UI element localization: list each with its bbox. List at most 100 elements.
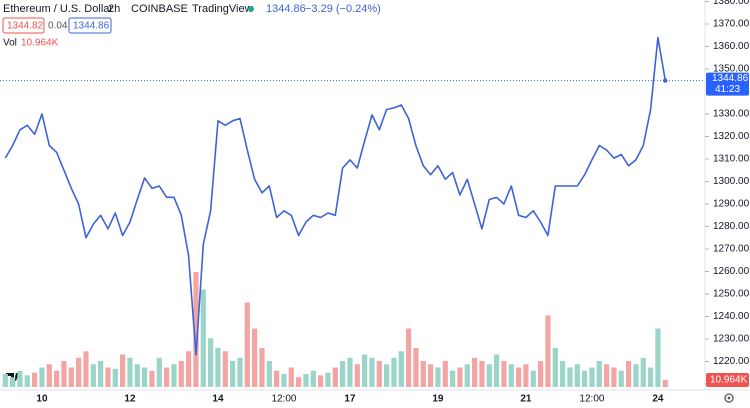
volume-bar	[98, 361, 104, 387]
y-tick-label: 1360.00	[713, 41, 750, 52]
volume-bar	[252, 328, 258, 387]
volume-bar	[288, 367, 294, 387]
volume-bar	[398, 351, 404, 387]
y-tick-label: 1370.00	[713, 19, 750, 30]
y-tick-label: 1380.00	[713, 0, 750, 7]
y-tick-label: 1320.00	[713, 131, 750, 142]
volume-bar	[420, 361, 426, 387]
volume-bar	[406, 328, 412, 387]
volume-bar	[10, 377, 16, 387]
volume-bar	[479, 361, 485, 387]
volume-bar	[120, 354, 126, 387]
x-tick-label: 14	[212, 394, 224, 405]
volume-bar	[266, 361, 272, 387]
y-tick-label: 1300.00	[713, 176, 750, 187]
ask-price[interactable]: 1344.86	[73, 21, 110, 32]
volume-bar	[662, 379, 668, 387]
volume-bar	[486, 364, 492, 387]
volume-bar	[24, 375, 30, 387]
volume-bar	[560, 361, 566, 387]
volume-bar	[325, 372, 331, 387]
volume-bar	[237, 357, 243, 387]
volume-bar	[545, 315, 551, 387]
volume-name: Vol	[3, 38, 17, 49]
interval: 2h	[108, 3, 120, 15]
volume-bar	[244, 302, 250, 387]
volume-bar	[178, 361, 184, 387]
volume-bar	[369, 357, 375, 387]
volume-bar	[442, 361, 448, 387]
volume-bar	[303, 374, 309, 387]
y-tick-label: 1330.00	[713, 109, 750, 120]
volume-bar	[127, 357, 133, 387]
volume-bar	[611, 367, 617, 387]
volume-bar	[259, 348, 265, 387]
volume-bar	[112, 368, 118, 387]
volume-bar	[516, 367, 522, 387]
y-tick-label: 1230.00	[713, 334, 750, 345]
volume-bar	[362, 354, 368, 387]
volume-bar	[340, 361, 346, 387]
x-tick-label: 12	[124, 394, 136, 405]
volume-tag-value: 10.964K	[710, 375, 748, 386]
volume-bar	[200, 289, 206, 387]
bid-price[interactable]: 1344.82	[7, 21, 44, 32]
x-tick-label: 17	[344, 394, 356, 405]
volume-bar	[281, 374, 287, 387]
volume-bar	[39, 367, 45, 387]
ask-box[interactable]	[68, 17, 112, 34]
market-status	[248, 6, 254, 12]
symbol-title: Ethereum / U.S. Dollar	[3, 3, 113, 15]
volume-bar	[574, 364, 580, 387]
y-tick-label: 1280.00	[713, 221, 750, 232]
y-tick-label: 1220.00	[713, 356, 750, 367]
volume-bar	[215, 348, 221, 387]
y-tick-label: 1310.00	[713, 154, 750, 165]
volume-bar	[450, 370, 456, 387]
volume-bar	[2, 374, 8, 387]
x-tick-label: 12:00	[271, 394, 296, 405]
volume-bar	[457, 367, 463, 387]
volume-bar	[596, 361, 602, 387]
volume-bar	[618, 370, 624, 387]
volume-bar	[428, 364, 434, 387]
volume-bar	[164, 367, 170, 387]
volume-bar	[68, 367, 74, 387]
volume-bar	[391, 357, 397, 387]
y-tick-label: 1260.00	[713, 266, 750, 277]
volume-bar	[332, 367, 338, 387]
exchange: COINBASE	[131, 3, 188, 15]
volume-bar	[193, 271, 199, 387]
price-line	[4, 36, 667, 356]
volume-bar	[435, 367, 441, 387]
tv-logo	[6, 373, 19, 381]
volume-bar	[604, 364, 610, 387]
volume-bar	[347, 357, 353, 387]
volume-bar	[552, 348, 558, 387]
x-tick-label: 19	[432, 394, 444, 405]
price-tag	[706, 72, 749, 96]
volume-bar	[648, 367, 654, 387]
volume-bar	[76, 357, 82, 387]
volume-bar	[61, 361, 67, 387]
last-price-dot	[663, 78, 668, 83]
settings-icon[interactable]	[724, 393, 734, 403]
volume-bar	[46, 364, 52, 387]
x-tick-label: 12:00	[579, 394, 604, 405]
volume-bar	[508, 364, 514, 387]
volume-bar	[142, 367, 148, 387]
volume-bar	[501, 361, 507, 387]
volume-bar	[186, 351, 192, 387]
volume-bar	[354, 364, 360, 387]
volume-tag	[706, 373, 749, 387]
countdown: 41:23	[715, 84, 740, 95]
volume-bar	[567, 367, 573, 387]
volume-bar	[523, 364, 529, 387]
bid-box[interactable]	[2, 17, 45, 34]
volume-bar	[17, 370, 23, 387]
volume-bar	[208, 338, 214, 387]
x-tick-label: 21	[520, 394, 532, 405]
volume-bar	[640, 357, 646, 387]
x-tick-label: 10	[36, 394, 48, 405]
y-tick-label: 1240.00	[713, 311, 750, 322]
